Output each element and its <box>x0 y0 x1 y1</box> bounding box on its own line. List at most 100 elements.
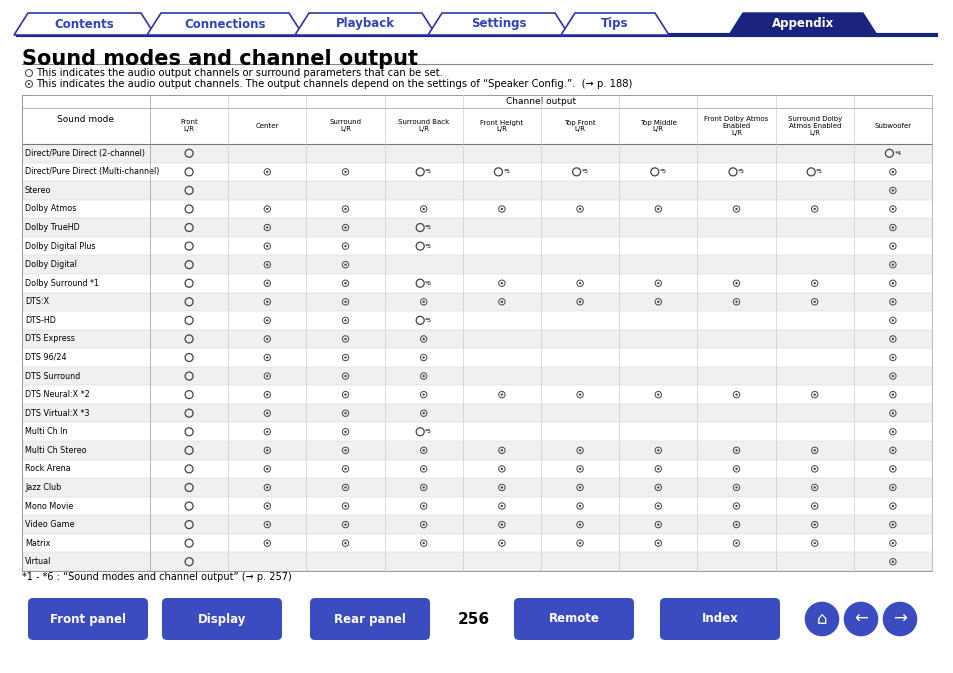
Circle shape <box>500 282 502 285</box>
Text: Matrix: Matrix <box>25 538 51 548</box>
Circle shape <box>891 338 893 340</box>
Text: *5: *5 <box>425 225 432 230</box>
Text: Front Height
L/R: Front Height L/R <box>479 120 523 133</box>
FancyBboxPatch shape <box>162 598 282 640</box>
Polygon shape <box>428 13 568 35</box>
Circle shape <box>813 487 815 489</box>
Text: ←: ← <box>853 610 867 628</box>
Circle shape <box>344 338 346 340</box>
Circle shape <box>500 487 502 489</box>
Circle shape <box>891 263 893 266</box>
Bar <box>384 108 462 144</box>
Text: DTS Surround: DTS Surround <box>25 371 80 380</box>
Circle shape <box>813 542 815 544</box>
Text: Remote: Remote <box>548 612 598 625</box>
Text: Connections: Connections <box>184 17 266 30</box>
Circle shape <box>657 301 659 303</box>
Text: *5: *5 <box>425 244 432 248</box>
Bar <box>22 163 931 181</box>
Bar <box>228 108 306 144</box>
FancyBboxPatch shape <box>310 598 430 640</box>
FancyBboxPatch shape <box>659 598 780 640</box>
Polygon shape <box>560 13 668 35</box>
Text: *5: *5 <box>581 170 588 174</box>
Text: *5: *5 <box>425 429 432 434</box>
Bar <box>22 237 931 255</box>
Text: Subwoofer: Subwoofer <box>873 123 910 129</box>
Text: This indicates the audio output channels or surround parameters that can be set.: This indicates the audio output channels… <box>36 68 442 78</box>
Polygon shape <box>147 13 303 35</box>
Text: Multi Ch Stereo: Multi Ch Stereo <box>25 446 87 455</box>
Circle shape <box>891 431 893 433</box>
Circle shape <box>266 487 268 489</box>
Text: Direct/Pure Direct (Multi-channel): Direct/Pure Direct (Multi-channel) <box>25 168 159 176</box>
Text: Rock Arena: Rock Arena <box>25 464 71 473</box>
Polygon shape <box>14 13 154 35</box>
Text: *5: *5 <box>659 170 666 174</box>
Text: *5: *5 <box>425 170 432 174</box>
Circle shape <box>344 505 346 507</box>
Text: Dolby Digital Plus: Dolby Digital Plus <box>25 242 95 250</box>
Circle shape <box>500 505 502 507</box>
Circle shape <box>422 505 424 507</box>
Circle shape <box>803 601 840 637</box>
Text: Channel output: Channel output <box>505 97 576 106</box>
Circle shape <box>813 505 815 507</box>
Circle shape <box>344 171 346 173</box>
Text: Center: Center <box>255 123 278 129</box>
Bar <box>22 274 931 293</box>
Circle shape <box>813 208 815 210</box>
Circle shape <box>422 375 424 378</box>
Circle shape <box>500 208 502 210</box>
Circle shape <box>266 282 268 285</box>
Circle shape <box>891 505 893 507</box>
Circle shape <box>266 375 268 378</box>
Circle shape <box>891 189 893 192</box>
Circle shape <box>344 394 346 396</box>
Circle shape <box>266 542 268 544</box>
Circle shape <box>344 431 346 433</box>
Bar <box>22 218 931 237</box>
Circle shape <box>813 394 815 396</box>
Text: 256: 256 <box>457 612 490 627</box>
Text: Dolby TrueHD: Dolby TrueHD <box>25 223 80 232</box>
Text: Surround
L/R: Surround L/R <box>329 120 361 133</box>
Bar <box>22 348 931 367</box>
Circle shape <box>891 301 893 303</box>
Bar <box>697 108 775 144</box>
Circle shape <box>266 301 268 303</box>
Circle shape <box>657 468 659 470</box>
Circle shape <box>422 449 424 452</box>
Circle shape <box>344 301 346 303</box>
Text: Front
L/R: Front L/R <box>180 120 198 133</box>
Circle shape <box>266 338 268 340</box>
Circle shape <box>578 524 580 526</box>
Circle shape <box>344 542 346 544</box>
Circle shape <box>891 561 893 563</box>
Text: Surround Dolby
Atmos Enabled
L/R: Surround Dolby Atmos Enabled L/R <box>787 116 841 136</box>
Circle shape <box>422 394 424 396</box>
Text: Appendix: Appendix <box>771 17 833 30</box>
Text: DTS Neural:X *2: DTS Neural:X *2 <box>25 390 90 399</box>
Bar <box>618 108 697 144</box>
Circle shape <box>842 601 878 637</box>
Circle shape <box>891 524 893 526</box>
Text: Top Front
L/R: Top Front L/R <box>563 120 596 133</box>
Circle shape <box>266 468 268 470</box>
Circle shape <box>344 468 346 470</box>
FancyBboxPatch shape <box>514 598 634 640</box>
Circle shape <box>422 338 424 340</box>
Text: Jazz Club: Jazz Club <box>25 483 61 492</box>
Circle shape <box>266 524 268 526</box>
Circle shape <box>344 263 346 266</box>
Circle shape <box>891 468 893 470</box>
Bar <box>22 95 931 571</box>
Circle shape <box>813 282 815 285</box>
Circle shape <box>657 449 659 452</box>
Circle shape <box>578 468 580 470</box>
Bar <box>22 534 931 553</box>
Circle shape <box>891 208 893 210</box>
Bar <box>22 423 931 441</box>
Circle shape <box>344 449 346 452</box>
Text: Playback: Playback <box>335 17 395 30</box>
